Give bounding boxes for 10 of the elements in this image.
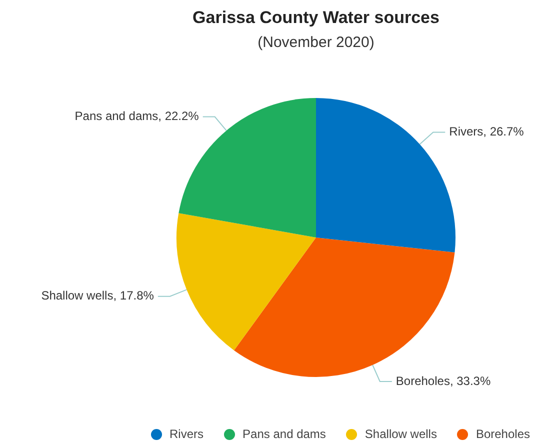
legend-label: Shallow wells <box>364 427 437 441</box>
chart-subtitle: (November 2020) <box>256 34 376 51</box>
legend-label: Boreholes <box>476 427 530 441</box>
data-label: Boreholes, 33.3% <box>396 374 491 388</box>
data-label: Shallow wells, 17.8% <box>41 288 154 303</box>
chart-title: Garissa County Water sources <box>192 8 440 28</box>
data-label: Pans and dams, 22.2% <box>74 109 200 124</box>
legend-label: Rivers <box>170 427 204 441</box>
legend-label: Pans and dams <box>242 427 326 441</box>
data-label: Rivers, 26.7% <box>449 124 524 139</box>
